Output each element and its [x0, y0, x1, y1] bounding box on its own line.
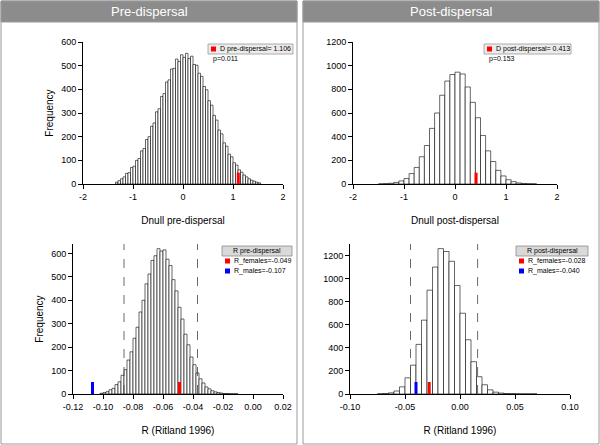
svg-text:600: 600	[61, 37, 76, 47]
svg-text:200: 200	[51, 342, 66, 352]
svg-text:0: 0	[452, 192, 457, 202]
svg-text:-2: -2	[79, 192, 87, 202]
svg-text:Post-dispersal: Post-dispersal	[410, 4, 492, 19]
svg-text:Dnull pre-dispersal: Dnull pre-dispersal	[141, 215, 224, 226]
svg-text:R_females=-0.049: R_females=-0.049	[234, 257, 292, 265]
svg-text:R (Ritland 1996): R (Ritland 1996)	[424, 425, 497, 436]
svg-text:1: 1	[503, 192, 508, 202]
svg-text:R_males=-0.040: R_males=-0.040	[528, 267, 580, 275]
svg-text:100: 100	[51, 366, 66, 376]
svg-text:0.00: 0.00	[451, 402, 469, 412]
svg-text:-0.10: -0.10	[340, 402, 361, 412]
svg-text:-0.12: -0.12	[63, 402, 84, 412]
svg-text:0: 0	[61, 389, 66, 399]
svg-text:1: 1	[230, 192, 235, 202]
svg-text:Frequency: Frequency	[44, 89, 55, 136]
svg-text:300: 300	[51, 319, 66, 329]
svg-text:-0.05: -0.05	[395, 402, 416, 412]
svg-text:-1: -1	[400, 192, 408, 202]
svg-text:R_males=-0.107: R_males=-0.107	[234, 267, 286, 275]
svg-text:0.00: 0.00	[244, 402, 262, 412]
svg-text:-0.02: -0.02	[213, 402, 234, 412]
svg-text:0.10: 0.10	[561, 402, 579, 412]
svg-text:0: 0	[71, 179, 76, 189]
svg-text:1000: 1000	[323, 274, 343, 284]
svg-text:Frequency: Frequency	[34, 295, 45, 342]
svg-text:200: 200	[328, 366, 343, 376]
svg-text:1200: 1200	[323, 251, 343, 261]
svg-text:2: 2	[280, 192, 285, 202]
svg-text:D post-dispersal= 0.413: D post-dispersal= 0.413	[496, 45, 570, 53]
svg-text:R post-dispersal: R post-dispersal	[527, 247, 578, 255]
svg-text:R (Ritland 1996): R (Ritland 1996)	[142, 425, 215, 436]
svg-text:1200: 1200	[326, 37, 346, 47]
svg-text:1000: 1000	[326, 61, 346, 71]
svg-text:500: 500	[51, 272, 66, 282]
svg-text:-2: -2	[349, 192, 357, 202]
svg-text:Pre-dispersal: Pre-dispersal	[111, 4, 188, 19]
svg-text:400: 400	[328, 343, 343, 353]
svg-text:-0.10: -0.10	[93, 402, 114, 412]
svg-text:200: 200	[61, 132, 76, 142]
svg-text:0: 0	[180, 192, 185, 202]
svg-text:300: 300	[61, 108, 76, 118]
svg-text:0.05: 0.05	[506, 402, 524, 412]
svg-text:200: 200	[331, 155, 346, 165]
svg-text:0: 0	[338, 389, 343, 399]
svg-text:p=0.011: p=0.011	[213, 55, 238, 63]
svg-text:Dnull post-dispersal: Dnull post-dispersal	[411, 215, 499, 226]
svg-text:400: 400	[61, 84, 76, 94]
svg-text:R pre-dispersal: R pre-dispersal	[233, 247, 281, 255]
svg-text:600: 600	[51, 249, 66, 259]
svg-text:-0.06: -0.06	[153, 402, 174, 412]
svg-text:0.02: 0.02	[274, 402, 292, 412]
svg-text:400: 400	[331, 132, 346, 142]
svg-text:100: 100	[61, 155, 76, 165]
svg-text:-0.04: -0.04	[183, 402, 204, 412]
svg-text:-0.08: -0.08	[123, 402, 144, 412]
svg-text:800: 800	[328, 297, 343, 307]
svg-text:500: 500	[61, 61, 76, 71]
svg-text:-1: -1	[129, 192, 137, 202]
svg-text:400: 400	[51, 295, 66, 305]
svg-text:2: 2	[554, 192, 559, 202]
svg-text:0: 0	[341, 179, 346, 189]
svg-text:800: 800	[331, 84, 346, 94]
svg-text:600: 600	[331, 108, 346, 118]
svg-text:p=0.153: p=0.153	[489, 55, 515, 63]
svg-text:D pre-dispersal= 1.106: D pre-dispersal= 1.106	[220, 45, 291, 53]
svg-text:R_females=-0.028: R_females=-0.028	[528, 257, 586, 265]
svg-text:600: 600	[328, 320, 343, 330]
